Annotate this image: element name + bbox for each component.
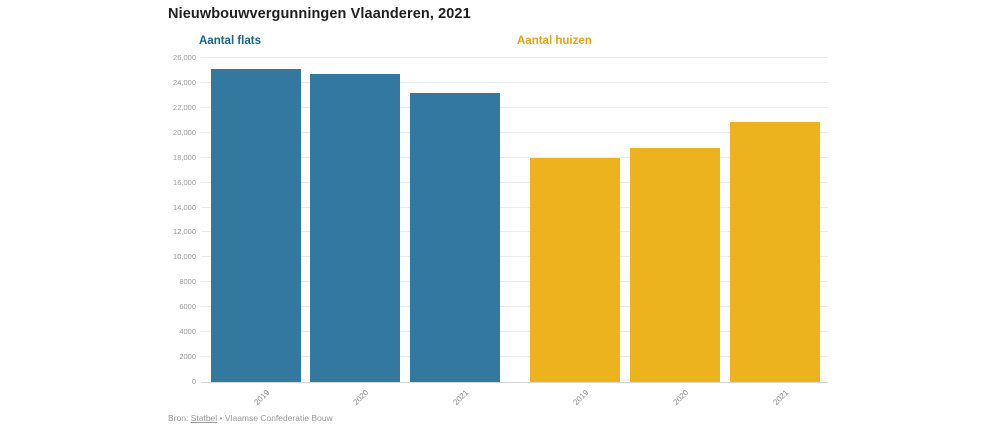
source-prefix: Bron: [168, 413, 189, 423]
x-tick-label-flats-2021: 2021 [451, 388, 471, 407]
series-label-flats: Aantal flats [199, 35, 261, 47]
y-tick-label-16000: 16,000 [173, 177, 196, 187]
source-link-statbel[interactable]: Statbel [190, 413, 218, 423]
bar-flats-2020 [310, 74, 400, 382]
gridline-12000 [201, 231, 828, 233]
bar-huizen-2020 [630, 148, 720, 382]
y-axis-tick-labels: 0 2000 4000 6000 8000 10,000 12,000 14,000 16,00… [150, 53, 196, 386]
y-tick-label-8000: 8000 [179, 277, 196, 287]
chart-title: Nieuwbouwvergunningen Vlaanderen, 2021 [168, 6, 471, 22]
bar-flats-2021 [410, 92, 500, 382]
gridline-14000 [201, 206, 828, 208]
y-tick-label-20000: 20,000 [173, 127, 196, 137]
x-tick-label-huizen-2019: 2019 [571, 388, 591, 407]
bar-flats-2019 [211, 69, 301, 382]
y-tick-label-26000: 26,000 [173, 53, 196, 62]
y-tick-label-18000: 18,000 [173, 152, 196, 162]
bar-huizen-2019 [530, 157, 620, 382]
gridline-10000 [201, 256, 828, 258]
gridline-6000 [201, 306, 828, 308]
plot-area [201, 57, 828, 383]
bar-huizen-2021 [730, 122, 820, 382]
y-tick-label-12000: 12,000 [173, 227, 196, 237]
y-tick-label-10000: 10,000 [173, 252, 196, 262]
x-tick-label-huizen-2020: 2020 [671, 388, 691, 407]
source-line: Bron: Statbel • Vlaamse Confederatie Bou… [168, 413, 333, 423]
y-tick-label-0: 0 [191, 377, 196, 386]
y-tick-label-4000: 4000 [179, 327, 196, 337]
y-tick-label-22000: 22,000 [173, 102, 196, 112]
series-label-huizen: Aantal huizen [517, 35, 592, 47]
gridline-22000 [201, 106, 828, 108]
gridline-18000 [201, 156, 828, 158]
gridline-20000 [201, 131, 828, 133]
x-tick-label-flats-2020: 2020 [351, 388, 371, 407]
y-tick-label-6000: 6000 [179, 302, 196, 312]
gridline-8000 [201, 281, 828, 283]
gridline-4000 [201, 331, 828, 333]
gridline-2000 [201, 356, 828, 358]
source-rest: Vlaamse Confederatie Bouw [224, 413, 333, 423]
gridline-16000 [201, 181, 828, 183]
y-tick-label-24000: 24,000 [173, 77, 196, 87]
gridline-24000 [201, 81, 828, 83]
x-tick-label-huizen-2021: 2021 [771, 388, 791, 407]
y-tick-label-14000: 14,000 [173, 202, 196, 212]
gridline-26000 [201, 57, 828, 58]
source-separator: • [219, 413, 223, 423]
y-tick-label-2000: 2000 [179, 352, 196, 362]
